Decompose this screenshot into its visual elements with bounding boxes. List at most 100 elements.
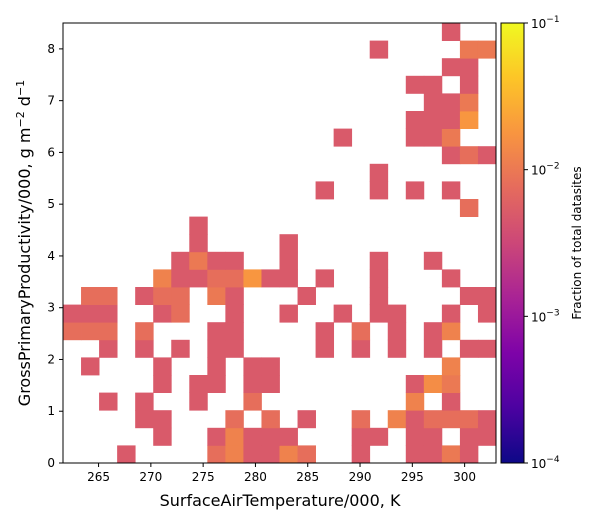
heatmap-cell: [99, 287, 118, 305]
heatmap-cell: [459, 111, 479, 129]
heatmap-cell: [477, 40, 497, 59]
heatmap-cell: [459, 410, 479, 429]
heatmap-cell: [459, 445, 479, 464]
heatmap-cell: [261, 269, 280, 288]
heatmap-cell: [243, 392, 262, 411]
heatmap-cell: [441, 445, 461, 464]
heatmap-cell: [99, 304, 118, 323]
heatmap-cell: [81, 304, 100, 323]
y-tick-label: 4: [47, 249, 55, 263]
heatmap-cell: [81, 357, 100, 376]
heatmap-cell: [423, 322, 443, 341]
heatmap-cell: [477, 304, 497, 323]
heatmap-cell: [423, 128, 443, 147]
heatmap-cell: [261, 445, 280, 464]
heatmap-cell: [171, 269, 190, 288]
heatmap-cell: [225, 287, 244, 305]
heatmap-cell: [459, 287, 479, 305]
heatmap-cell: [297, 410, 316, 429]
heatmap-cell: [423, 251, 443, 270]
heatmap-cell: [315, 181, 335, 200]
heatmap-cell: [369, 181, 389, 200]
heatmap-cell: [153, 269, 172, 288]
heatmap-cell: [135, 322, 154, 341]
plot-area: [62, 22, 497, 464]
heatmap-cell: [315, 339, 335, 358]
heatmap-cell: [423, 111, 443, 129]
heatmap-cell: [135, 392, 154, 411]
plot-frame: [62, 22, 497, 464]
x-tick-label: 275: [192, 470, 215, 484]
heatmap-cell: [225, 304, 244, 323]
heatmap-cell: [207, 339, 226, 358]
y-tick-label: 3: [47, 301, 55, 315]
heatmap-cell: [189, 375, 208, 393]
heatmap-cell: [405, 375, 425, 393]
y-axis: 0 1 2 3 4 5 6 7 8: [47, 42, 63, 470]
y-axis-label-mid: d: [15, 96, 34, 111]
heatmap-cell: [117, 445, 136, 464]
colorbar-gradient: [500, 22, 525, 464]
heatmap-cell: [441, 357, 461, 376]
heatmap-cell: [423, 445, 443, 464]
heatmap-cell: [135, 287, 154, 305]
heatmap-cell: [423, 339, 443, 358]
heatmap-cell: [423, 375, 443, 393]
heatmap-cell: [153, 357, 172, 376]
heatmap-cell: [441, 93, 461, 112]
heatmap-cell: [135, 410, 154, 429]
heatmap-cell: [369, 40, 389, 59]
heatmap-cell: [243, 357, 262, 376]
heatmap-cell: [441, 322, 461, 341]
heatmap-cell: [423, 93, 443, 112]
y-tick-label: 8: [47, 42, 55, 56]
heatmap-cell: [207, 251, 226, 270]
heatmap-cell: [369, 287, 389, 305]
heatmap-cell: [153, 410, 172, 429]
heatmap-cell: [81, 322, 100, 341]
heatmap-cell: [171, 251, 190, 270]
x-tick-label: 265: [87, 470, 110, 484]
heatmap-cell: [333, 304, 353, 323]
heatmap-cell: [153, 427, 172, 446]
heatmap-cell: [369, 304, 389, 323]
heatmap-cell: [225, 322, 244, 341]
heatmap-cell: [405, 111, 425, 129]
heatmap-cell: [459, 75, 479, 94]
heatmap-cell: [279, 234, 298, 253]
heatmap-cell: [477, 146, 497, 165]
heatmap-cell: [441, 111, 461, 129]
heatmap-cell: [189, 234, 208, 253]
x-tick-label: 270: [139, 470, 162, 484]
heatmap-cell: [459, 199, 479, 217]
heatmap-cell: [405, 392, 425, 411]
heatmap-cell: [369, 269, 389, 288]
heatmap-cell: [225, 445, 244, 464]
heatmap-cell: [441, 410, 461, 429]
heatmap-cell: [261, 375, 280, 393]
heatmap-cell: [351, 322, 371, 341]
x-tick-label: 285: [296, 470, 319, 484]
heatmap-cell: [369, 427, 389, 446]
heatmap-cell: [441, 128, 461, 147]
heatmap-cell: [297, 287, 316, 305]
x-axis: 265 270 275 280 285 290 295 300: [87, 463, 476, 484]
heatmap-cell: [243, 269, 262, 288]
heatmap-cell: [351, 445, 371, 464]
heatmap-cell: [171, 304, 190, 323]
heatmap-cell: [243, 445, 262, 464]
heatmap-cells: [63, 23, 497, 464]
heatmap-cell: [279, 304, 298, 323]
heatmap-cell: [387, 339, 407, 358]
heatmap-cell: [153, 287, 172, 305]
y-axis-label-main: GrossPrimaryProductivity/000, g m: [15, 127, 34, 406]
heatmap-cell: [423, 427, 443, 446]
heatmap-cell: [405, 427, 425, 446]
x-tick-label: 280: [244, 470, 267, 484]
heatmap-cell: [189, 251, 208, 270]
colorbar-ticks: 10−1 10−2 10−3 10−4: [524, 15, 560, 471]
heatmap-cell: [189, 392, 208, 411]
heatmap-cell: [387, 410, 407, 429]
heatmap-cell: [207, 287, 226, 305]
heatmap-cell: [153, 304, 172, 323]
